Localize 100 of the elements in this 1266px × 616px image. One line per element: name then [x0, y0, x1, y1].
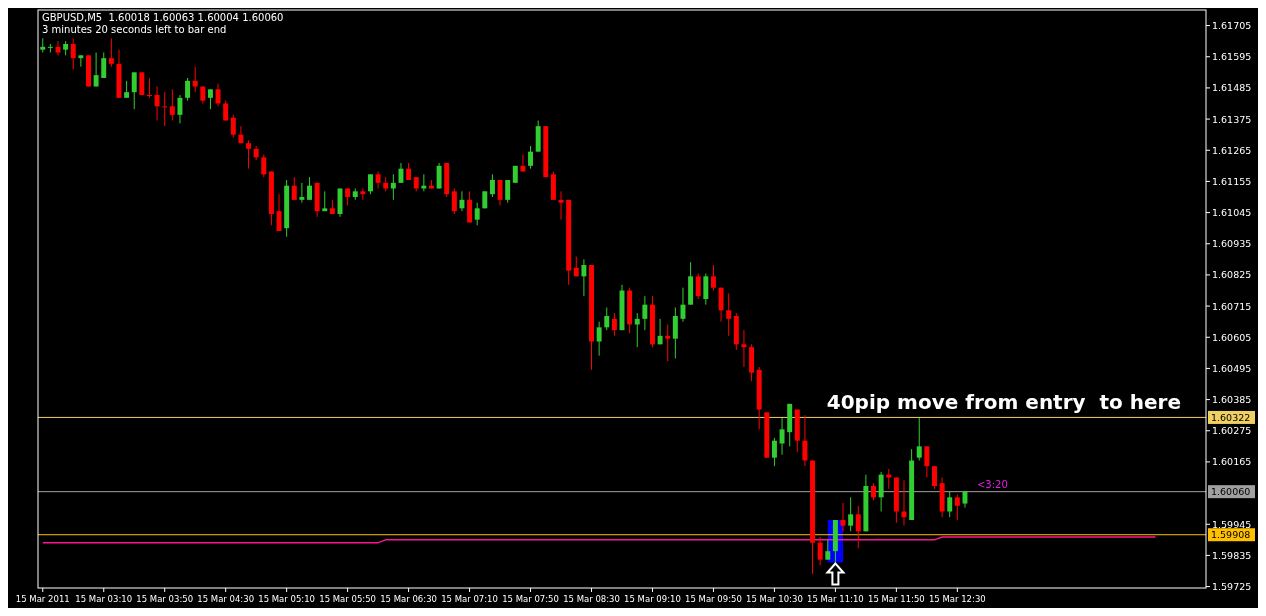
candlestick [680, 287, 686, 323]
candlestick [108, 37, 114, 68]
candlestick [825, 539, 831, 561]
candlestick [307, 176, 312, 201]
candlestick [695, 273, 701, 300]
x-tick-label: 15 Mar 11:10 [807, 594, 864, 604]
x-tick-label: 15 Mar 06:30 [380, 594, 437, 604]
candlestick [840, 502, 846, 532]
candlestick [154, 86, 160, 121]
x-tick-label: 15 Mar 05:50 [319, 594, 377, 604]
candlestick [726, 292, 732, 337]
candlestick [162, 91, 168, 127]
y-tick-label: 1.61705 [1212, 20, 1252, 32]
candlestick [131, 71, 137, 110]
candlestick [70, 37, 76, 70]
candlestick [291, 176, 297, 201]
candlestick [489, 173, 495, 198]
candlestick [634, 312, 640, 348]
candlestick [817, 536, 823, 566]
candlestick [451, 188, 457, 215]
candlestick [672, 307, 678, 359]
candlestick [299, 182, 305, 204]
x-tick-label: 15 Mar 10:30 [746, 594, 803, 604]
y-tick-label: 1.59835 [1212, 549, 1252, 561]
y-tick-label: 1.60495 [1212, 362, 1252, 374]
candlestick [604, 307, 610, 331]
candlestick [505, 179, 511, 204]
candlestick [947, 491, 953, 518]
y-tick-label: 1.61265 [1212, 144, 1252, 156]
annotation: 40pip move from entry to here [826, 390, 1181, 415]
candlestick [230, 114, 236, 138]
candlestick [360, 188, 366, 201]
annotation: <3:20 [976, 478, 1008, 490]
candlestick [848, 496, 854, 532]
y-tick-label: 1.60275 [1212, 425, 1252, 437]
candlestick [192, 66, 198, 93]
x-tick-label: 15 Mar 11:50 [867, 594, 925, 604]
candlestick [665, 324, 671, 362]
candlestick [474, 202, 480, 226]
y-tick-label: 1.60715 [1212, 300, 1252, 312]
candlestick [146, 77, 152, 99]
candlestick [558, 190, 564, 221]
candlestick [169, 88, 175, 121]
candlestick [855, 505, 861, 549]
candlestick [101, 52, 107, 79]
y-tick-label: 1.59945 [1212, 518, 1252, 530]
candlestick [916, 417, 922, 461]
x-tick-label: 15 Mar 04:30 [197, 594, 255, 604]
candlestick [375, 171, 381, 189]
candlestick [642, 295, 648, 331]
candlestick [276, 193, 282, 232]
text: 3 minutes 20 seconds left to bar end [42, 24, 227, 35]
y-tick-label: 1.61485 [1212, 82, 1252, 94]
candlestick [246, 139, 252, 170]
candlestick [497, 179, 503, 206]
candlestick [528, 145, 534, 170]
candlestick [581, 258, 587, 297]
candlestick [238, 125, 244, 144]
y-tick-label: 1.61045 [1212, 207, 1252, 219]
y-tick-label: 1.61595 [1212, 51, 1252, 63]
candlestick [459, 190, 465, 212]
ref-line-label: 1.60322 [1211, 411, 1251, 423]
y-tick-label: 1.60825 [1212, 269, 1252, 281]
candlestick [924, 445, 930, 478]
candlestick [611, 312, 617, 337]
candlestick [596, 321, 602, 357]
x-tick-label: 15 Mar 2011 [15, 594, 70, 604]
candlestick [261, 154, 267, 178]
y-tick-label: 1.60605 [1212, 331, 1252, 343]
candlestick [368, 173, 373, 195]
candlestick [177, 94, 183, 124]
candlestick [886, 468, 892, 490]
x-tick-label: 15 Mar 07:50 [502, 594, 559, 604]
chart-title: GBPUSD,M5 1.60018 1.60063 1.60004 1.60060 [42, 12, 284, 23]
x-tick-label: 15 Mar 09:10 [624, 594, 681, 604]
candlestick [93, 52, 99, 87]
x-tick-label: 15 Mar 08:30 [563, 594, 620, 604]
x-tick-label: 15 Mar 07:10 [441, 594, 498, 604]
y-tick-label: 1.61155 [1212, 175, 1252, 187]
candlestick [390, 173, 396, 201]
x-tick-label: 15 Mar 03:50 [136, 594, 194, 604]
x-tick-label: 15 Mar 05:10 [258, 594, 316, 604]
candlestick [878, 471, 884, 512]
candlestick [436, 162, 442, 189]
candlestick [223, 100, 229, 121]
y-tick-label: 1.60385 [1212, 394, 1252, 406]
y-tick-label: 1.59725 [1212, 581, 1252, 593]
candlestick [802, 414, 808, 467]
y-tick-label: 1.61375 [1212, 113, 1252, 125]
candlestick [779, 417, 785, 456]
candlestick [741, 329, 747, 368]
x-tick-label: 15 Mar 09:50 [685, 594, 742, 604]
candlestick [215, 83, 221, 107]
y-tick-label: 1.60935 [1212, 238, 1252, 250]
ref-line-label: 1.60060 [1211, 486, 1251, 498]
x-tick-label: 15 Mar 03:10 [75, 594, 133, 604]
candlestick [718, 287, 724, 323]
candlestick [78, 54, 84, 68]
candlestick [398, 162, 404, 184]
candlestick [954, 494, 960, 521]
